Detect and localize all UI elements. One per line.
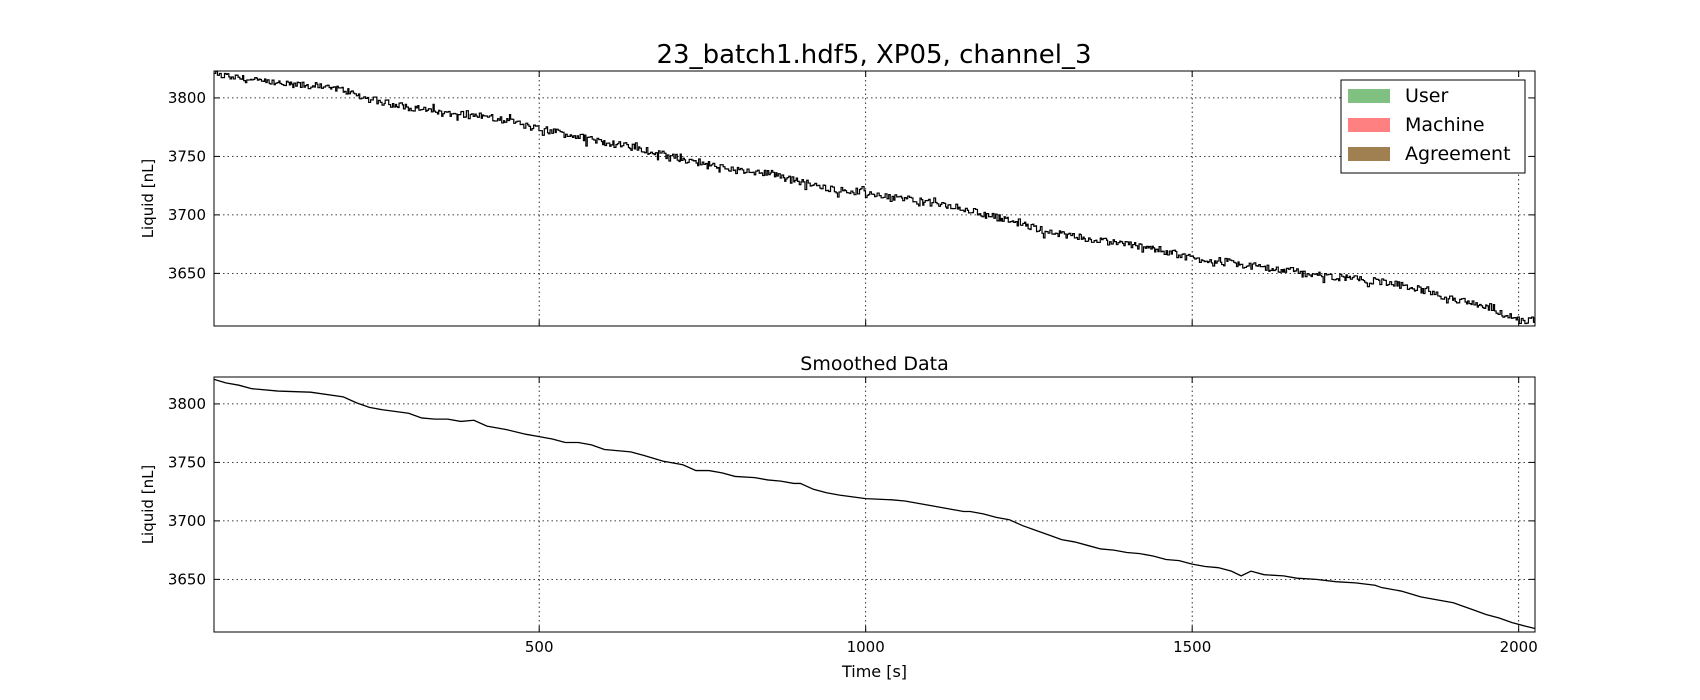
legend: User Machine Agreement — [1340, 79, 1526, 174]
axes-frame — [213, 376, 1536, 633]
subplot-title: Smoothed Data — [800, 353, 948, 375]
y-axis-label: Liquid [nL] — [139, 159, 157, 239]
x-tick-label: 500 — [525, 638, 554, 656]
series-line — [214, 71, 1535, 325]
legend-swatch — [1348, 147, 1390, 161]
raw-data-plot: 3650 3700 3750 3800 Liquid [nL] User Machine Ag… — [139, 70, 1536, 327]
y-tick-label: 3750 — [168, 147, 206, 165]
y-tick-label: 3800 — [168, 89, 206, 107]
x-axis-label: Time [s] — [841, 662, 907, 681]
axes-frame — [213, 70, 1536, 327]
y-tick-label: 3700 — [168, 206, 206, 224]
legend-swatch — [1348, 89, 1390, 103]
figure-title: 23_batch1.hdf5, XP05, channel_3 — [656, 40, 1091, 70]
x-tick-label: 1000 — [847, 638, 885, 656]
y-tick-label: 3700 — [168, 512, 206, 530]
legend-label: Machine — [1405, 114, 1485, 136]
smoothed-data-plot: 500 1000 1500 2000 3650 3700 3750 3800 Liquid [n… — [139, 353, 1538, 681]
legend-label: User — [1405, 85, 1448, 107]
x-tick-label: 2000 — [1500, 638, 1538, 656]
legend-label: Agreement — [1405, 143, 1511, 165]
x-tick-label: 1500 — [1173, 638, 1211, 656]
series-line — [214, 378, 1535, 630]
y-tick-label: 3750 — [168, 453, 206, 471]
y-tick-label: 3650 — [168, 570, 206, 588]
legend-swatch — [1348, 118, 1390, 132]
y-tick-label: 3650 — [168, 264, 206, 282]
y-tick-label: 3800 — [168, 395, 206, 413]
y-axis-label: Liquid [nL] — [139, 465, 157, 545]
